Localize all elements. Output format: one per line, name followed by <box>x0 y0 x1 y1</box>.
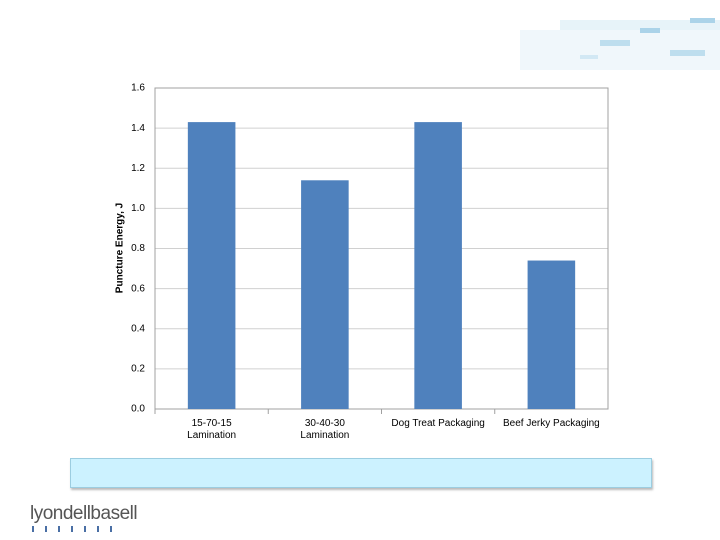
bar <box>301 180 349 409</box>
y-tick-label: 0.6 <box>131 283 145 294</box>
x-tick-label: 30-40-30 Lamination <box>300 418 350 441</box>
y-tick-label: 0.8 <box>131 243 145 254</box>
note-box <box>70 458 652 488</box>
bar <box>414 122 462 409</box>
decoration <box>520 18 720 70</box>
y-tick-label: 0.0 <box>131 404 145 415</box>
y-tick-label: 1.2 <box>131 163 145 174</box>
x-tick-label: 15-70-15 Lamination <box>187 418 237 441</box>
brand-logo: lyondellbasell <box>30 503 138 524</box>
y-tick-label: 1.6 <box>131 83 145 94</box>
y-tick-label: 0.2 <box>131 364 145 375</box>
y-tick-label: 1.4 <box>131 123 145 134</box>
y-tick-label: 1.0 <box>131 203 145 214</box>
x-tick-label: Dog Treat Packaging <box>391 418 485 429</box>
x-tick-label: Beef Jerky Packaging <box>503 418 600 429</box>
bar <box>527 260 576 409</box>
logo-marks <box>32 526 112 532</box>
bar <box>187 122 236 409</box>
y-axis-label: Puncture Energy, J <box>115 203 126 293</box>
y-tick-label: 0.4 <box>131 323 145 334</box>
